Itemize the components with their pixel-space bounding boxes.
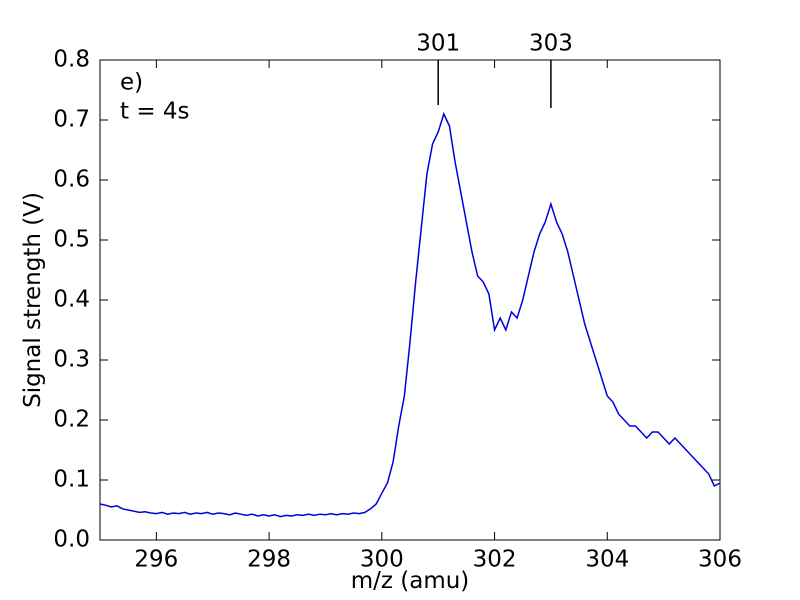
y-tick-label: 0.2 [53,407,90,433]
peak-label: 303 [529,31,573,57]
x-tick-label: 300 [360,547,404,573]
x-tick-label: 296 [134,547,178,573]
y-tick-label: 0.6 [53,167,90,193]
y-axis-label: Signal strength (V) [20,192,46,408]
y-tick-label: 0.7 [53,107,90,133]
x-tick-label: 306 [698,547,742,573]
x-tick-label: 304 [585,547,629,573]
peak-label: 301 [416,31,460,57]
data-line [99,111,721,518]
y-tick-label: 0.0 [53,527,90,553]
y-tick-label: 0.5 [53,227,90,253]
x-tick-label: 298 [247,547,291,573]
x-axis-label: m/z (amu) [351,568,470,594]
panel-label: e) [120,70,143,96]
condition-label: t = 4s [120,99,190,125]
y-tick-label: 0.4 [53,287,90,313]
x-tick-label: 302 [473,547,517,573]
y-tick-label: 0.3 [53,347,90,373]
y-tick-label: 0.8 [53,47,90,73]
plot-frame [99,59,721,541]
y-tick-label: 0.1 [53,467,90,493]
